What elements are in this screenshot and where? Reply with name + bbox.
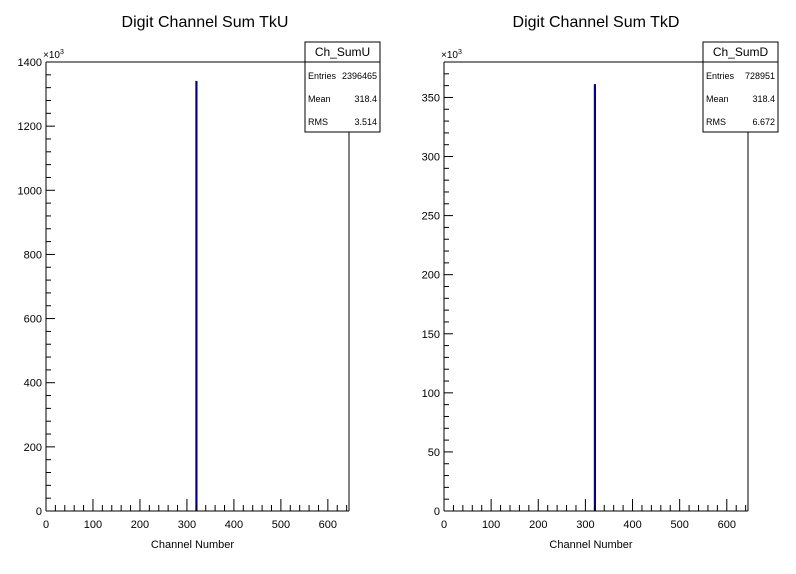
stats-box-name: Ch_SumD: [713, 45, 769, 59]
x-tick-label: 200: [131, 519, 149, 531]
y-tick-label: 150: [422, 329, 440, 341]
stats-box: Ch_SumU Entries 2396465 Mean 318.4 RMS 3.514: [304, 41, 381, 133]
chart-title: Digit Channel Sum TkD: [513, 14, 680, 31]
x-tick-label: 0: [43, 519, 49, 531]
x-tick-label: 100: [84, 519, 102, 531]
stats-box-frame: [304, 41, 381, 133]
x-tick-label: 300: [576, 519, 594, 531]
y-tick-label: 250: [422, 211, 440, 223]
chart-title: Digit Channel Sum TkU: [122, 14, 289, 31]
y-tick-label: 1400: [18, 57, 42, 69]
y-tick-label: 400: [24, 378, 42, 390]
x-axis-label: Channel Number: [549, 539, 632, 551]
stats-value-entries: 728951: [745, 71, 775, 81]
stats-box: Ch_SumD Entries 728951 Mean 318.4 RMS 6.672: [702, 41, 779, 133]
stats-label-entries: Entries: [706, 71, 735, 81]
stats-label-rms: RMS: [706, 117, 726, 127]
histogram-bin-1: [195, 80, 198, 512]
y-tick-label: 200: [24, 442, 42, 454]
x-axis-label: Channel Number: [151, 539, 234, 551]
stats-label-mean: Mean: [308, 94, 331, 104]
y-tick-label: 800: [24, 249, 42, 261]
x-tick-label: 300: [178, 519, 196, 531]
stats-value-mean: 318.4: [354, 94, 377, 104]
y-tick-label: 0: [36, 506, 42, 518]
x-tick-label: 500: [272, 519, 290, 531]
y-tick-label: 1000: [18, 185, 42, 197]
stats-box-frame: [702, 41, 779, 133]
x-tick-label: 0: [441, 519, 447, 531]
y-axis-multiplier: ×103: [441, 49, 462, 61]
stats-label-entries: Entries: [308, 71, 337, 81]
y-tick-label: 300: [422, 152, 440, 164]
y-tick-label: 600: [24, 314, 42, 326]
x-tick-label: 200: [529, 519, 547, 531]
x-tick-label: 600: [718, 519, 736, 531]
stats-label-rms: RMS: [308, 117, 328, 127]
stats-value-rms: 6.672: [752, 117, 775, 127]
y-tick-label: 350: [422, 92, 440, 104]
histogram-panel-1: Digit Channel Sum TkU 0 100 200 300 400 500 600…: [18, 14, 381, 551]
stats-value-mean: 318.4: [752, 94, 775, 104]
y-tick-label: 200: [422, 270, 440, 282]
histogram-bin-1: [593, 84, 597, 512]
y-tick-label: 1200: [18, 121, 42, 133]
y-tick-label: 50: [428, 447, 440, 459]
stats-box-name: Ch_SumU: [315, 45, 370, 59]
stats-value-rms: 3.514: [354, 117, 377, 127]
x-tick-label: 400: [225, 519, 243, 531]
x-tick-label: 500: [670, 519, 688, 531]
stats-label-mean: Mean: [706, 94, 729, 104]
y-tick-label: 100: [422, 388, 440, 400]
x-tick-label: 100: [482, 519, 500, 531]
stats-value-entries: 2396465: [342, 71, 377, 81]
y-tick-label: 0: [434, 506, 440, 518]
x-tick-label: 400: [623, 519, 641, 531]
y-axis-multiplier: ×103: [43, 49, 64, 61]
x-tick-label: 600: [319, 519, 337, 531]
